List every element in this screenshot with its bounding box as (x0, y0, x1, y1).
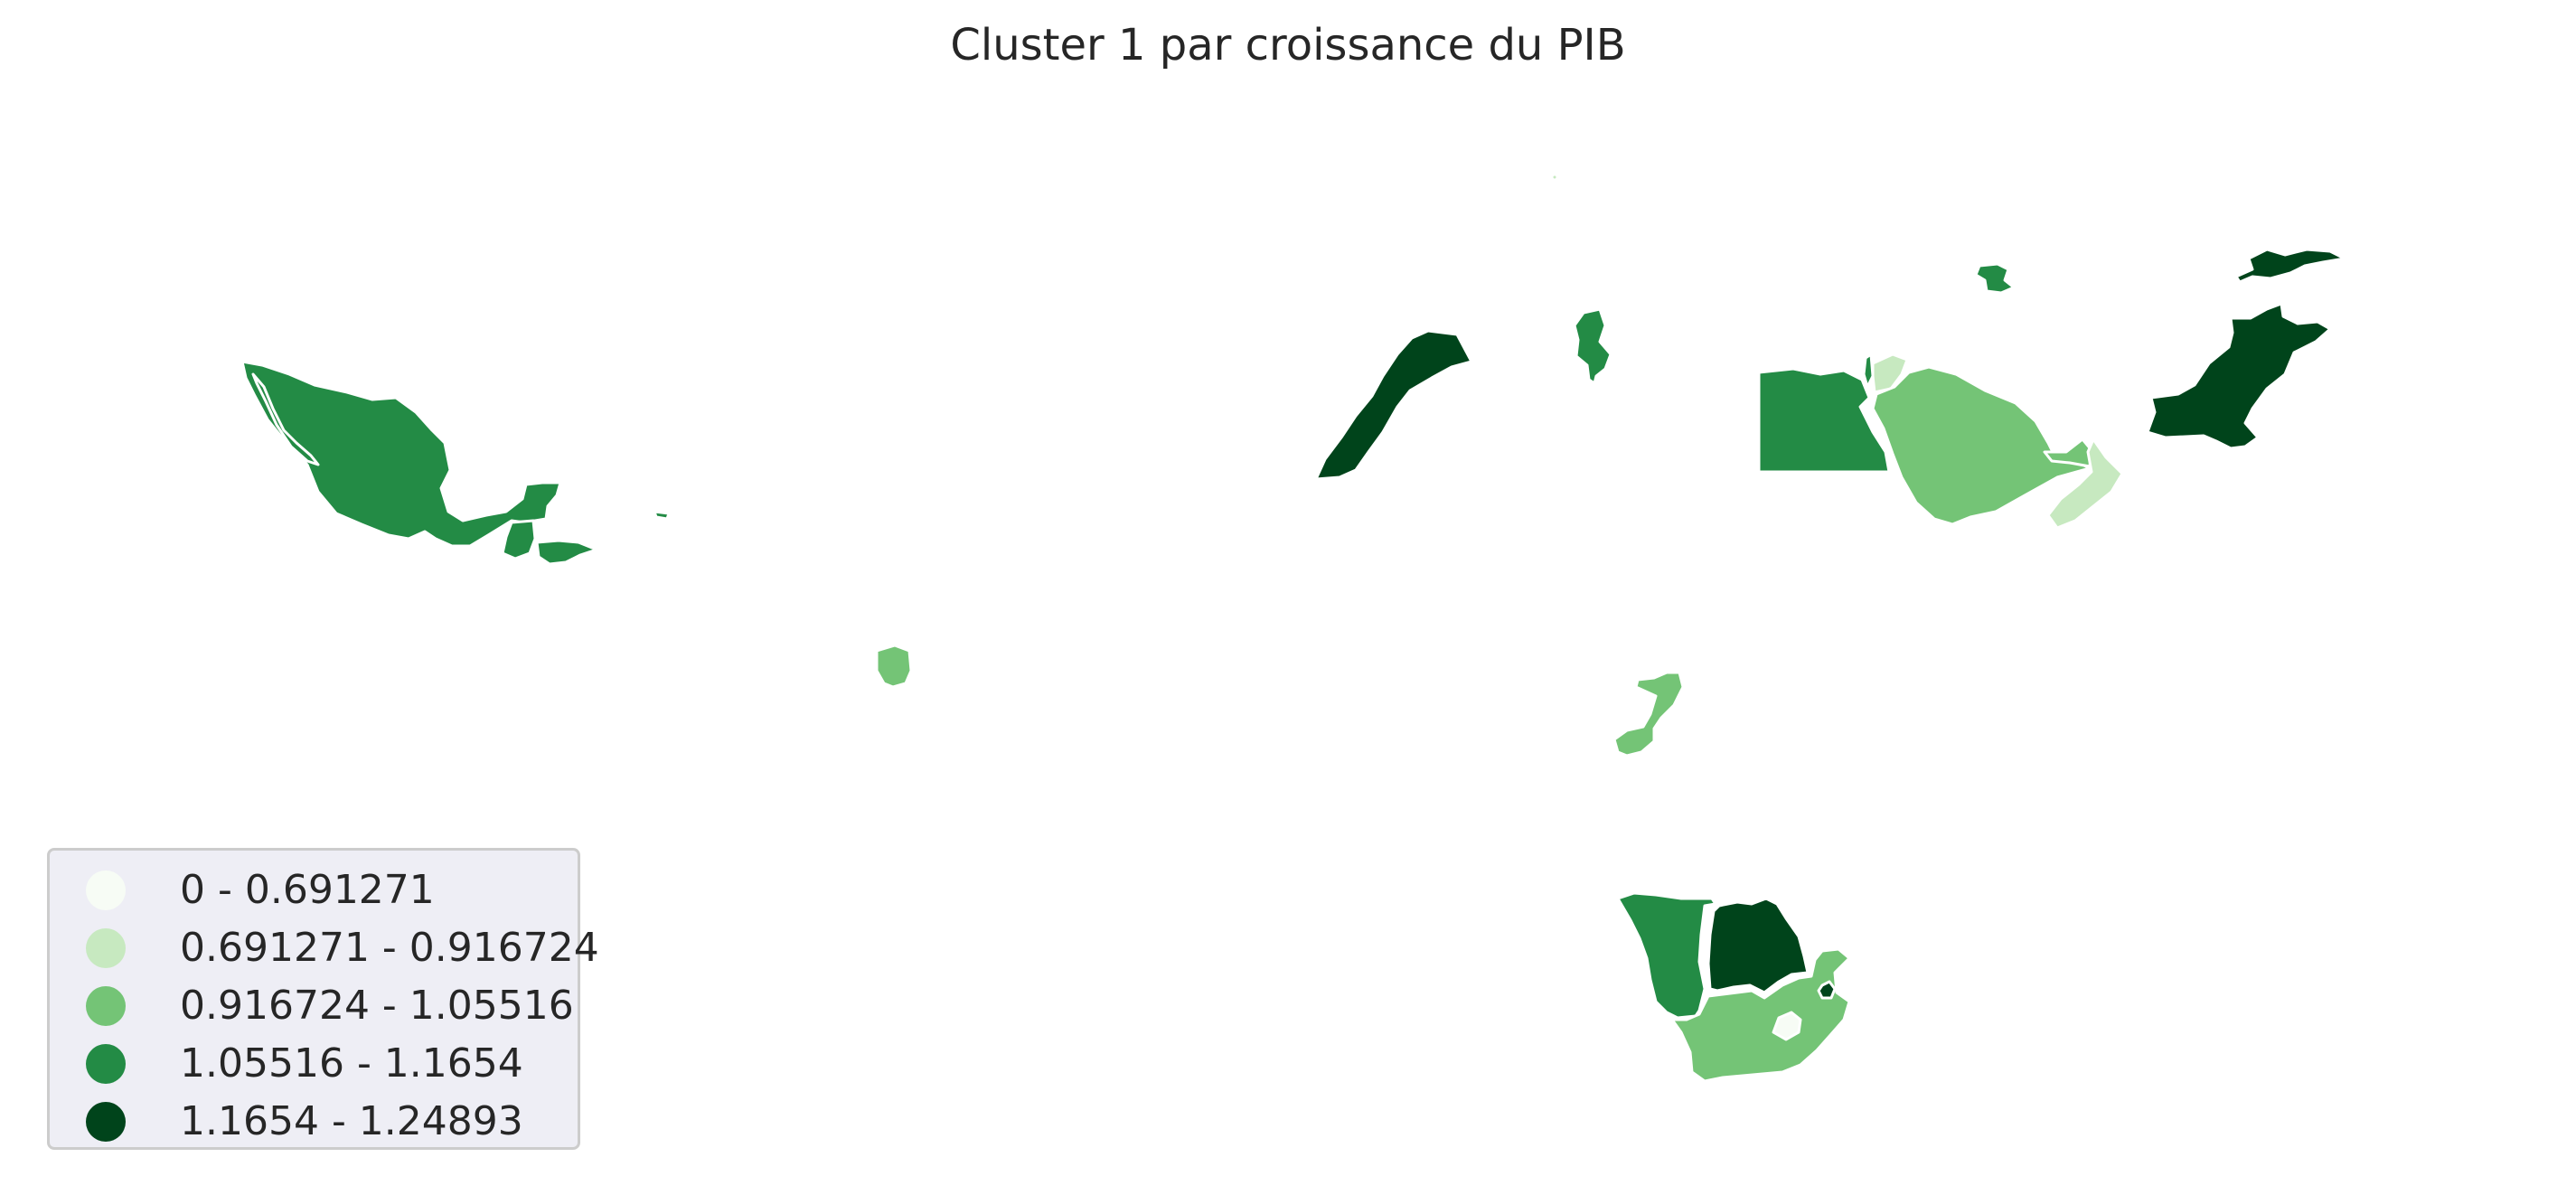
region-saudi-arabia (1871, 365, 2092, 526)
legend-swatch (86, 1044, 126, 1084)
legend-swatch (86, 1102, 126, 1142)
legend-label: 0.691271 - 0.916724 (180, 925, 599, 971)
region-speck (1553, 175, 1556, 179)
region-honduras (535, 539, 598, 566)
region-eswatini (1817, 980, 1837, 1000)
region-caribbean-islet (653, 510, 671, 521)
legend-label: 1.1654 - 1.24893 (180, 1098, 523, 1144)
region-malawi-mozambique (1612, 671, 1685, 757)
region-south-africa (1670, 947, 1851, 1083)
region-suriname (875, 644, 913, 689)
legend-swatch (86, 870, 126, 910)
region-namibia (1616, 891, 1717, 1020)
region-israel (1862, 353, 1875, 389)
legend-swatch (86, 986, 126, 1026)
legend-item: 1.05516 - 1.1654 (50, 1035, 578, 1093)
legend-label: 0 - 0.691271 (180, 867, 435, 913)
region-morocco (1314, 329, 1473, 481)
legend-swatch (86, 928, 126, 968)
legend-label: 1.05516 - 1.1654 (180, 1040, 523, 1087)
legend-item: 0 - 0.691271 (50, 861, 578, 919)
region-jordan (1871, 353, 1909, 394)
region-mexico (240, 360, 562, 548)
region-lesotho (1772, 1011, 1802, 1041)
region-egypt (1757, 367, 1891, 474)
region-oman (2046, 438, 2124, 530)
legend-item: 1.1654 - 1.24893 (50, 1093, 578, 1151)
legend-item: 0.691271 - 0.916724 (50, 919, 599, 977)
region-azerbaijan (1974, 262, 2016, 295)
map-title: Cluster 1 par croissance du PIB (950, 20, 1626, 71)
legend-item: 0.916724 - 1.05516 (50, 977, 578, 1035)
region-pakistan (2146, 302, 2332, 450)
region-guatemala (501, 519, 537, 560)
region-kyrgyzstan (2234, 248, 2346, 284)
legend-label: 0.916724 - 1.05516 (180, 983, 574, 1029)
legend: 0 - 0.691271 0.691271 - 0.916724 0.91672… (47, 848, 599, 1151)
region-tunisia (1573, 307, 1612, 385)
region-botswana (1706, 897, 1810, 994)
